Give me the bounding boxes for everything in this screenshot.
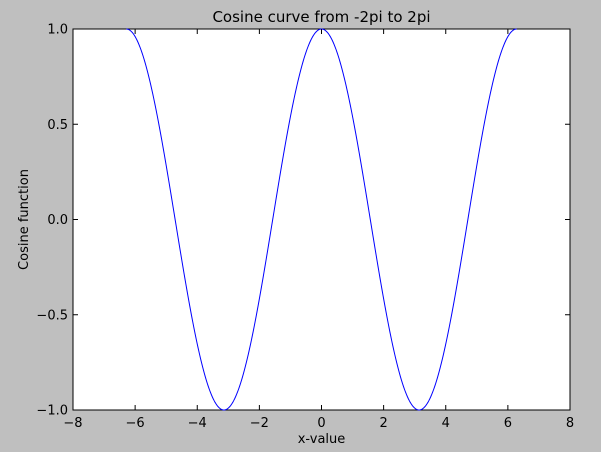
y-tick-label: 0.0: [47, 213, 68, 228]
x-tick-label: 0: [317, 416, 325, 431]
chart-title: Cosine curve from -2pi to 2pi: [212, 8, 430, 26]
x-tick-label: 8: [566, 416, 574, 431]
y-tick-label: −0.5: [36, 308, 68, 323]
x-tick-label: −6: [126, 416, 145, 431]
y-axis-label: Cosine function: [17, 169, 32, 270]
plot-area: [72, 28, 571, 411]
x-tick-label: −8: [63, 416, 82, 431]
y-tick-label: −1.0: [36, 404, 68, 419]
x-tick-label: 4: [442, 416, 450, 431]
x-tick-label: −4: [188, 416, 207, 431]
y-tick-label: 0.5: [47, 118, 68, 133]
x-axis-label: x-value: [298, 432, 346, 447]
ticks-layer: −8 −6 −4 −2 0 2 4 6 8 1.0 0.5 0.0 −0.5 −1.0: [36, 23, 574, 432]
x-tick-label: 2: [379, 416, 387, 431]
x-tick-label: −2: [250, 416, 269, 431]
y-tick-label: 1.0: [47, 23, 68, 38]
x-tick-label: 6: [504, 416, 512, 431]
